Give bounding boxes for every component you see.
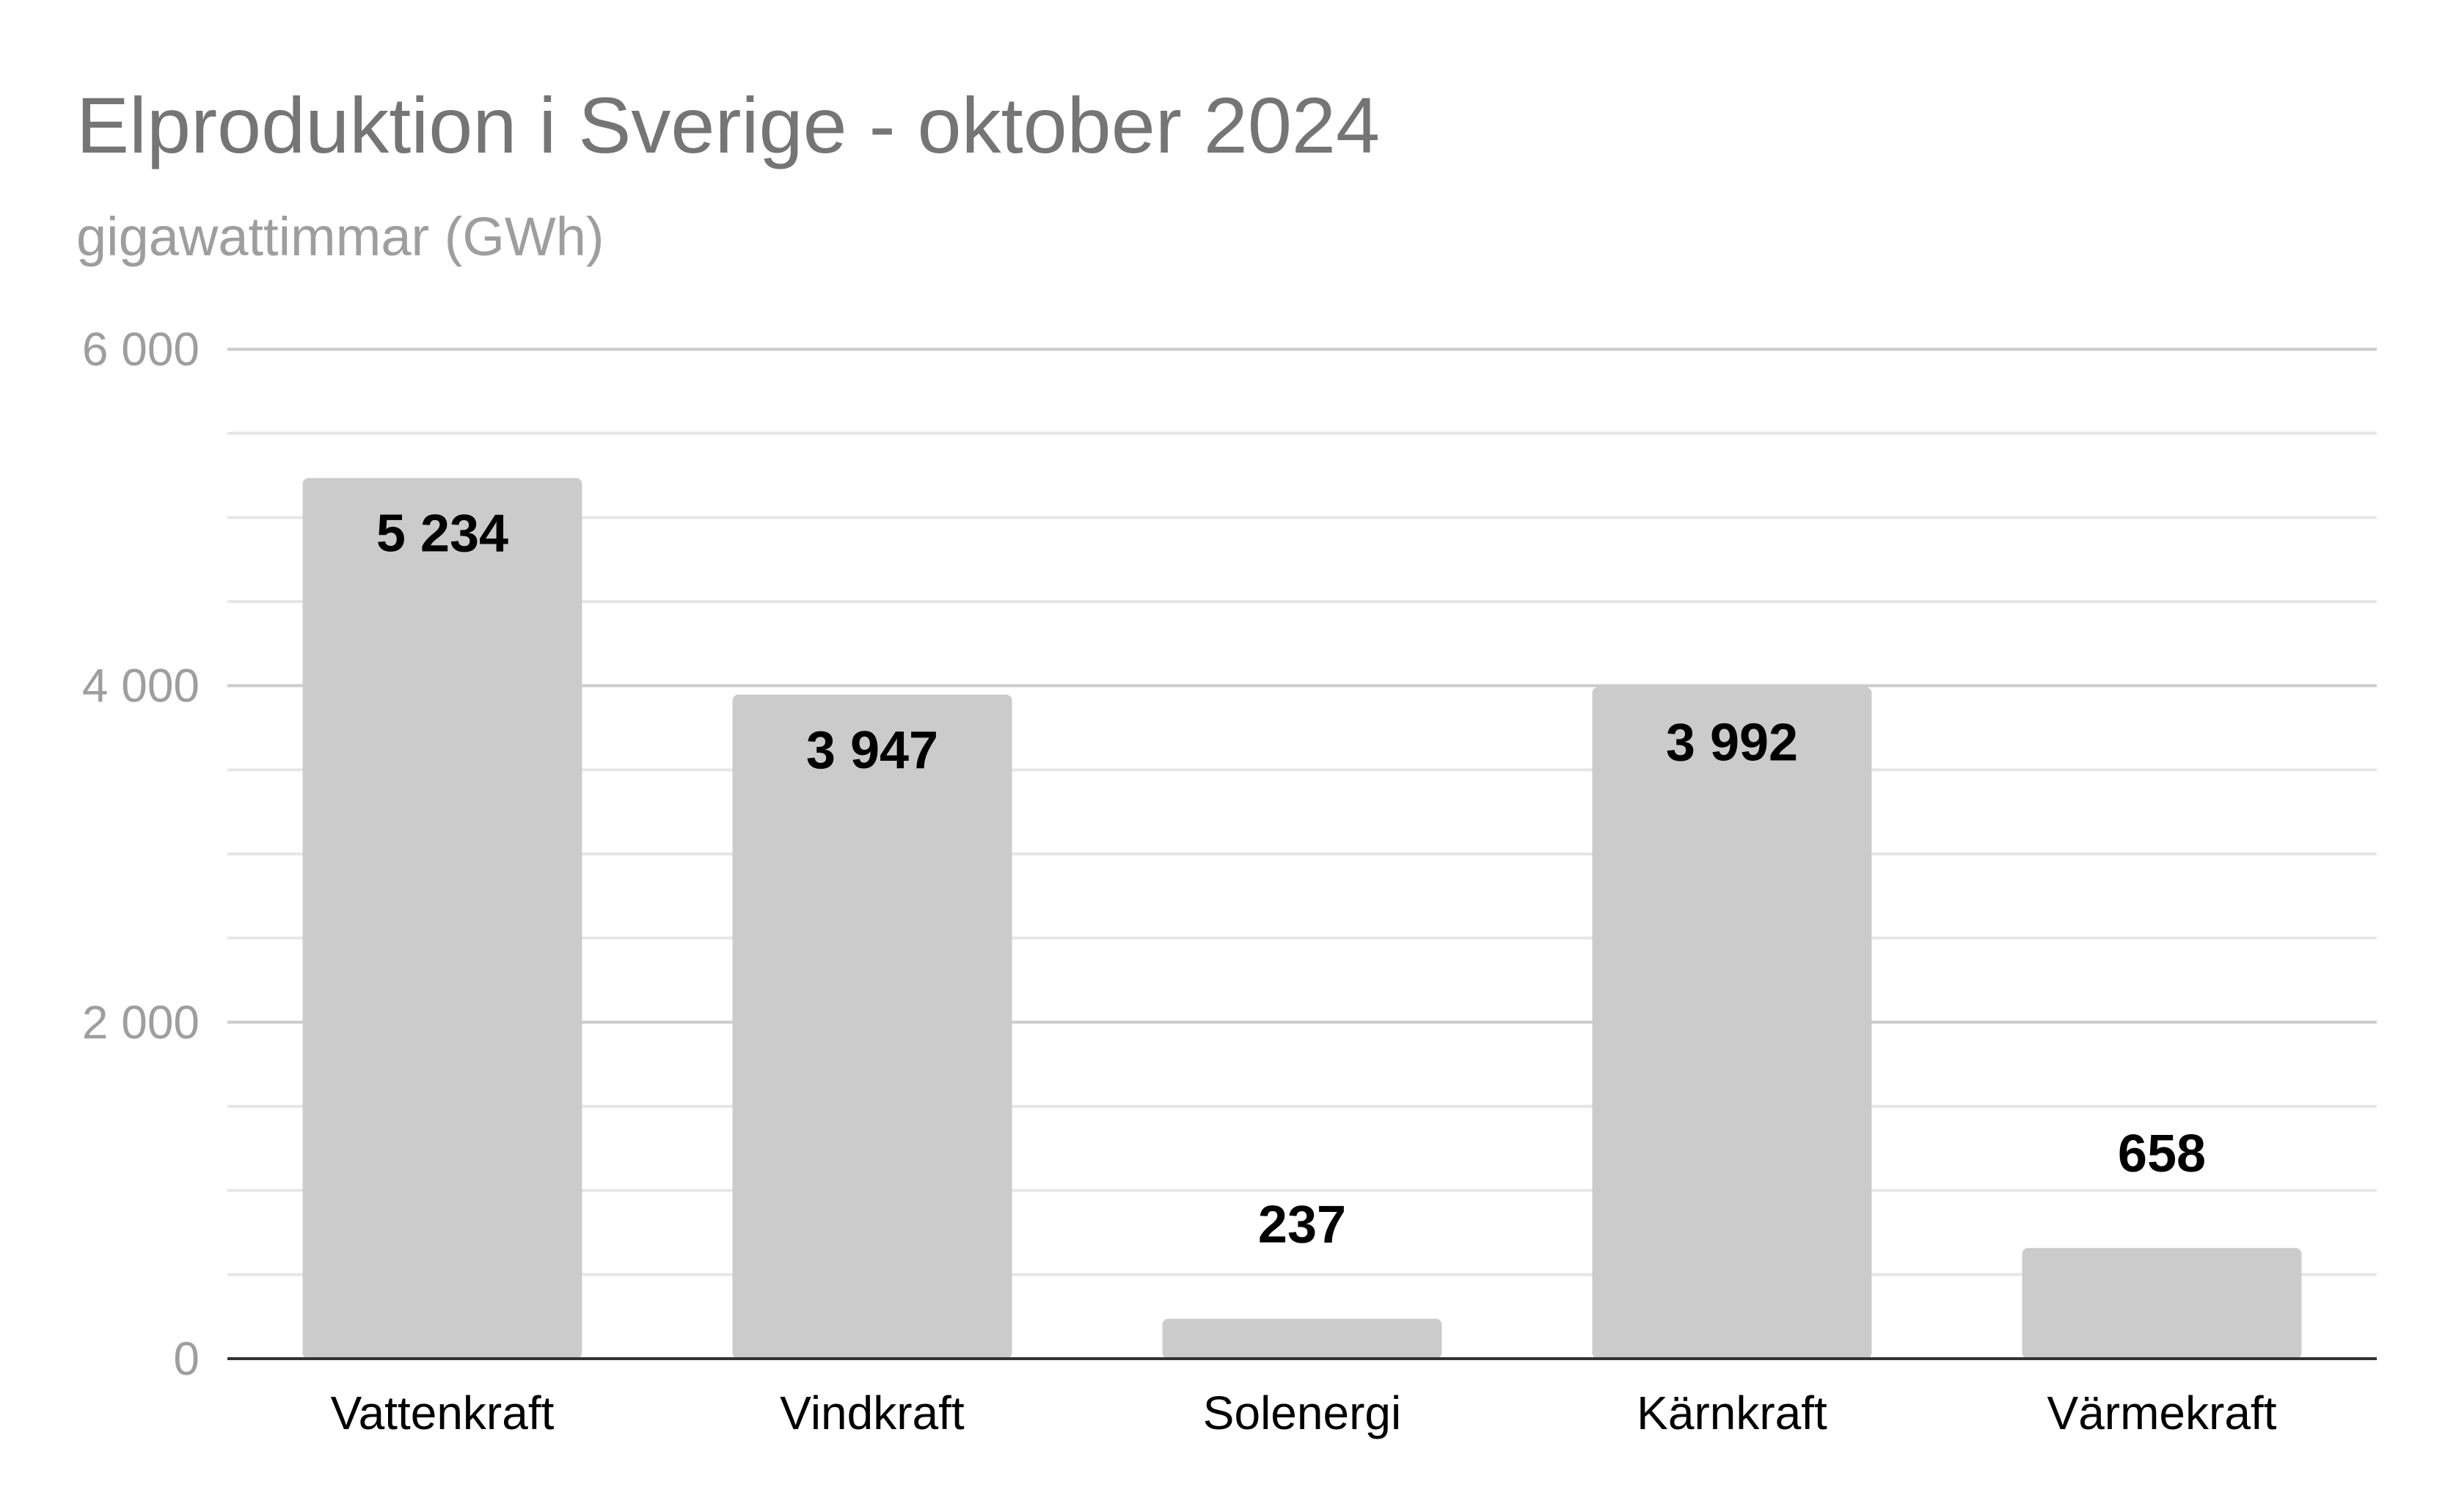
bar-4 xyxy=(1592,687,1872,1359)
data-label: 3 947 xyxy=(806,721,938,780)
chart-title: Elproduktion i Sverige - oktober 2024 xyxy=(76,81,1380,169)
data-label: 3 992 xyxy=(1666,714,1798,773)
data-labels: 5 234 3 947 237 3 992 658 xyxy=(376,505,2206,1254)
x-axis-ticks: Vattenkraft Vindkraft Solenergi Kärnkraft Vä… xyxy=(331,1387,2277,1439)
x-tick-label: Kärnkraft xyxy=(1637,1387,1827,1439)
gridlines xyxy=(227,348,2377,1277)
bar-5 xyxy=(2022,1248,2302,1359)
y-axis-ticks: 0 2 000 4 000 6 000 xyxy=(82,323,200,1385)
chart-subtitle: gigawattimmar (GWh) xyxy=(76,206,604,267)
x-tick-label: Värmekraft xyxy=(2047,1387,2277,1439)
bar-3 xyxy=(1162,1318,1442,1359)
y-tick-label: 2 000 xyxy=(82,996,200,1048)
y-tick-label: 6 000 xyxy=(82,323,200,376)
x-tick-label: Vattenkraft xyxy=(331,1387,555,1439)
bar-2 xyxy=(732,694,1012,1359)
data-label: 658 xyxy=(2118,1125,2206,1183)
x-tick-label: Solenergi xyxy=(1203,1387,1401,1439)
y-tick-label: 0 xyxy=(173,1332,200,1385)
bars xyxy=(302,478,2302,1359)
x-tick-label: Vindkraft xyxy=(780,1387,965,1439)
bar-1 xyxy=(302,478,582,1359)
y-tick-label: 4 000 xyxy=(82,660,200,712)
data-label: 5 234 xyxy=(376,505,508,563)
data-label: 237 xyxy=(1258,1196,1346,1254)
